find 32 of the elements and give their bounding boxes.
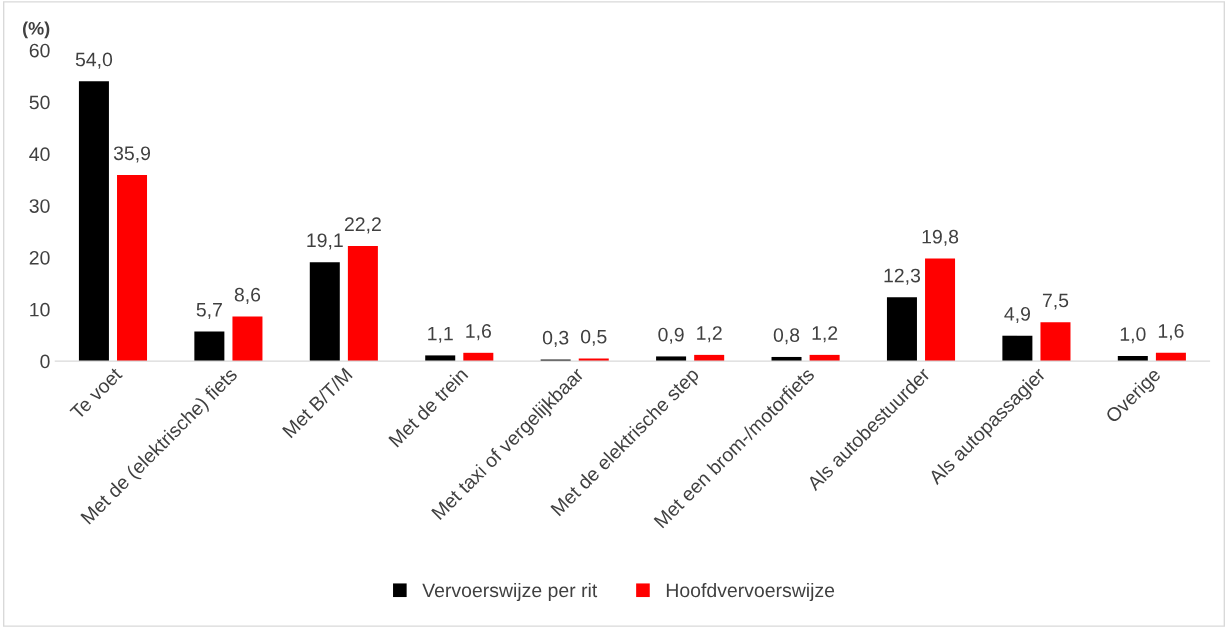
data-label: 54,0	[75, 52, 113, 69]
data-label: 8,6	[234, 287, 261, 304]
data-label: 4,9	[1004, 306, 1030, 324]
x-tick-label: Met de trein	[387, 366, 469, 448]
data-label: 12,3	[884, 268, 921, 285]
data-label: 0,3	[542, 330, 569, 347]
legend-label: Vervoerswijze per rit	[422, 582, 598, 602]
data-label: 1,1	[428, 326, 453, 343]
data-label: 0,5	[581, 329, 607, 346]
y-tick-label: 20	[29, 250, 50, 265]
data-label: 7,5	[1042, 293, 1069, 310]
data-label: 0,8	[773, 328, 800, 345]
y-tick-label: 30	[29, 199, 50, 213]
data-label: 0,9	[658, 327, 684, 344]
data-label: 19,1	[307, 233, 343, 250]
data-label: 19,8	[922, 229, 959, 246]
data-label: 5,7	[196, 303, 222, 319]
y-tick-label: 60	[29, 43, 50, 58]
y-tick-label: 40	[29, 147, 50, 162]
data-label: 35,9	[113, 146, 151, 163]
legend-label: Hoofdvervoerswijze	[666, 582, 835, 602]
data-label: 22,2	[344, 217, 381, 234]
data-label: 1,6	[466, 324, 491, 341]
x-tick-label: Te voet	[69, 366, 123, 421]
data-label: 1,2	[697, 326, 722, 343]
y-tick-label: 50	[29, 95, 50, 110]
y-tick-label: 10	[30, 302, 50, 317]
data-label: 1,6	[1158, 324, 1184, 341]
data-label: 1,2	[812, 326, 838, 343]
y-axis-title: (%)	[23, 21, 50, 39]
data-label: 1,0	[1120, 327, 1146, 344]
y-tick-label: 0	[40, 354, 50, 369]
